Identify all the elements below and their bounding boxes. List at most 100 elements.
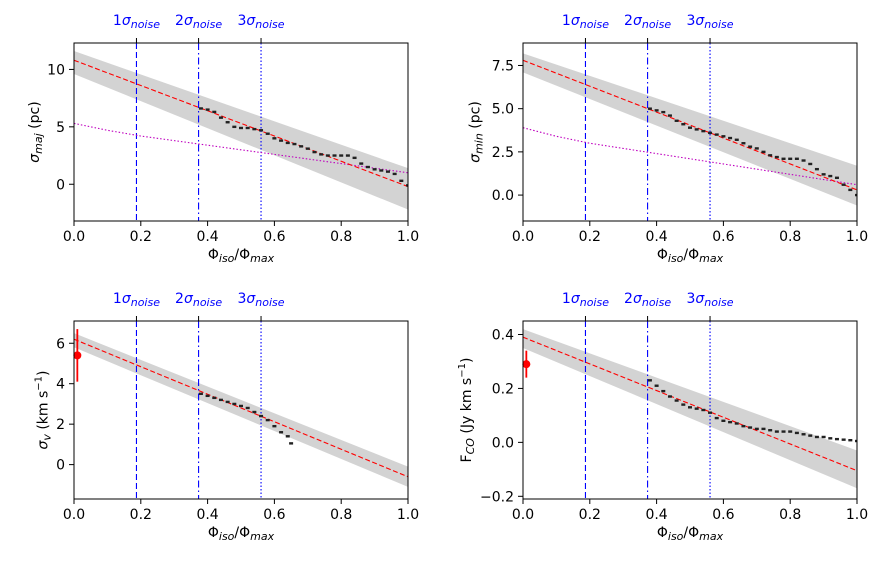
noise-label: 2σnoise bbox=[175, 13, 222, 31]
x-label-sub-max: max bbox=[699, 530, 723, 543]
data-point bbox=[285, 435, 290, 438]
y-tick-label: 0.0 bbox=[492, 435, 514, 451]
data-point bbox=[647, 379, 652, 382]
data-point bbox=[279, 139, 284, 142]
x-label-sub-iso: iso bbox=[668, 530, 684, 543]
data-point bbox=[252, 410, 257, 414]
noise-label-symbol: σ bbox=[184, 291, 194, 307]
data-point bbox=[754, 147, 759, 150]
x-tick-label: 0.2 bbox=[130, 507, 152, 523]
data-point bbox=[694, 128, 699, 131]
noise-label-subscript: noise bbox=[642, 296, 671, 309]
noise-label-symbol: σ bbox=[695, 291, 705, 307]
data-point bbox=[345, 154, 350, 157]
noise-label: 3σnoise bbox=[238, 291, 285, 309]
y-tick-label: 4 bbox=[56, 377, 65, 393]
noise-label-number: 2 bbox=[624, 13, 633, 29]
data-point bbox=[681, 123, 686, 126]
data-point bbox=[239, 126, 243, 130]
data-point bbox=[289, 442, 294, 445]
data-point bbox=[841, 438, 846, 441]
data-point bbox=[741, 424, 746, 428]
x-label-sub-iso: iso bbox=[219, 530, 235, 543]
data-point bbox=[661, 110, 666, 114]
y-axis-label: σv (km s−1) bbox=[34, 370, 54, 449]
x-tick-label: 0.0 bbox=[512, 229, 534, 245]
plot-area bbox=[523, 43, 857, 221]
y-tick-label: 0 bbox=[56, 177, 65, 193]
x-tick-label: 0.6 bbox=[712, 229, 734, 245]
noise-label-subscript: noise bbox=[193, 18, 222, 31]
noise-label-subscript: noise bbox=[704, 296, 733, 309]
data-point bbox=[768, 429, 773, 432]
noise-label-symbol: σ bbox=[571, 13, 581, 29]
noise-label-symbol: σ bbox=[633, 13, 643, 29]
data-point bbox=[728, 136, 733, 140]
data-point bbox=[754, 427, 759, 431]
y-axis-label: σmin (pc) bbox=[468, 101, 486, 163]
y-tick-label: 10 bbox=[47, 62, 65, 78]
data-point bbox=[392, 172, 397, 176]
data-point bbox=[385, 170, 390, 173]
data-point bbox=[788, 157, 793, 160]
y-label-symbol: σ bbox=[27, 153, 43, 163]
noise-label-symbol: σ bbox=[695, 13, 705, 29]
x-label-divider: /Φ bbox=[234, 247, 250, 263]
data-point bbox=[808, 434, 813, 437]
y-tick-label: 6 bbox=[56, 336, 65, 352]
y-tick-label: 5 bbox=[56, 120, 65, 136]
data-point bbox=[205, 394, 210, 398]
data-point bbox=[694, 407, 699, 410]
x-label-sub-iso: iso bbox=[668, 252, 684, 265]
x-tick-label: 0.0 bbox=[63, 229, 85, 245]
noise-label-subscript: noise bbox=[131, 18, 160, 31]
data-point bbox=[205, 108, 210, 111]
data-point bbox=[252, 127, 257, 131]
data-point bbox=[801, 159, 806, 162]
data-point bbox=[721, 135, 726, 138]
data-point bbox=[761, 427, 766, 431]
x-tick-label: 1.0 bbox=[846, 229, 868, 245]
x-label-phi: Φ bbox=[657, 247, 668, 263]
y-label-unit: (Jy km s bbox=[459, 378, 475, 438]
y-tick-label: 0.2 bbox=[492, 381, 514, 397]
x-label-phi: Φ bbox=[208, 247, 219, 263]
x-tick-label: 0.4 bbox=[196, 229, 218, 245]
data-point bbox=[801, 433, 806, 436]
data-point bbox=[359, 162, 364, 165]
y-tick-label: −0.2 bbox=[480, 489, 514, 505]
data-point bbox=[848, 188, 853, 192]
data-point bbox=[821, 435, 826, 439]
x-label-sub-iso: iso bbox=[219, 252, 235, 265]
data-point bbox=[674, 119, 679, 122]
data-point bbox=[299, 145, 304, 148]
x-label-sub-max: max bbox=[250, 530, 274, 543]
x-tick-label: 0.8 bbox=[779, 229, 801, 245]
data-point bbox=[794, 431, 799, 435]
data-point bbox=[272, 424, 277, 428]
data-point bbox=[667, 114, 672, 117]
x-axis-label: Φiso/Φmax bbox=[657, 247, 724, 265]
data-point bbox=[305, 147, 310, 150]
data-point bbox=[265, 418, 270, 422]
y-tick-label: 7.5 bbox=[492, 58, 514, 74]
y-tick-label: 5.0 bbox=[492, 102, 514, 118]
data-point bbox=[774, 155, 779, 159]
data-point bbox=[198, 392, 203, 396]
measurement-point bbox=[522, 360, 531, 369]
data-point bbox=[654, 384, 659, 387]
data-point bbox=[674, 399, 679, 402]
measurement-point bbox=[73, 351, 82, 360]
noise-label: 1σnoise bbox=[562, 13, 609, 31]
data-point bbox=[232, 402, 237, 406]
data-point bbox=[714, 416, 719, 420]
noise-label: 1σnoise bbox=[113, 13, 160, 31]
x-label-divider: /Φ bbox=[234, 525, 250, 541]
y-label-symbol: σ bbox=[468, 153, 484, 163]
noise-label-subscript: noise bbox=[193, 296, 222, 309]
data-point bbox=[841, 183, 846, 186]
uncertainty-band bbox=[74, 333, 408, 487]
y-label-subscript: v bbox=[41, 434, 54, 441]
x-axis-label: Φiso/Φmax bbox=[657, 525, 724, 543]
